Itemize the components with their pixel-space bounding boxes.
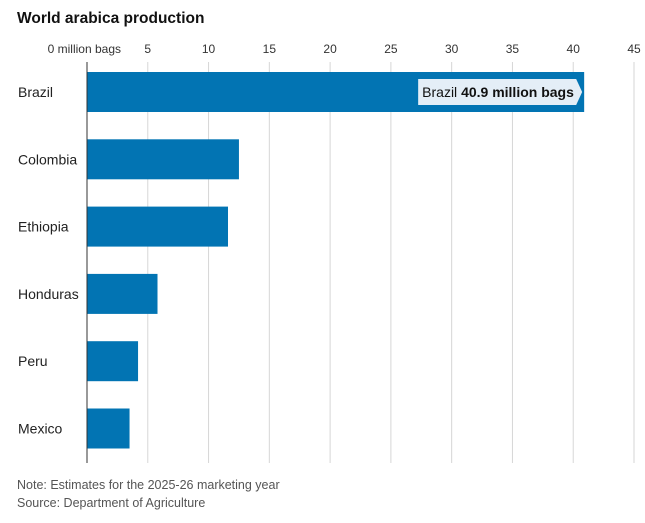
x-tick-label: 35	[506, 42, 520, 56]
x-tick-label: 45	[627, 42, 641, 56]
x-tick-label: 25	[384, 42, 398, 56]
annotation-box	[418, 79, 583, 105]
category-label: Brazil	[18, 84, 53, 100]
category-label: Ethiopia	[18, 219, 69, 235]
bar-peru	[87, 341, 139, 382]
grid-lines	[147, 62, 635, 463]
footnote: Note: Estimates for the 2025-26 marketin…	[17, 478, 280, 492]
bar-colombia	[87, 139, 239, 180]
bar-mexico	[87, 408, 130, 449]
x-axis-ticks: 0 million bags 5 10 15 20 25 30 35 40 45	[48, 42, 641, 56]
annotation-prefix: Brazil	[422, 84, 461, 100]
bar-chart: 0 million bags 5 10 15 20 25 30 35 40 45 Brazil Co…	[18, 42, 641, 463]
value-annotation: Brazil 40.9 million bags	[418, 79, 583, 105]
x-tick-label: 15	[263, 42, 277, 56]
annotation-label: Brazil 40.9 million bags	[422, 84, 574, 100]
category-label: Colombia	[18, 151, 77, 167]
category-labels: Brazil Colombia Ethiopia Honduras Peru Mexico	[18, 84, 79, 437]
chart-title: World arabica production	[17, 10, 205, 27]
annotation-value: 40.9 million bags	[461, 84, 574, 100]
source-note: Source: Department of Agriculture	[17, 496, 206, 510]
x-tick-label: 40	[567, 42, 581, 56]
category-label: Honduras	[18, 286, 79, 302]
category-label: Peru	[18, 353, 48, 369]
x-tick-label: 0 million bags	[48, 42, 121, 56]
x-tick-label: 20	[323, 42, 337, 56]
x-tick-label: 30	[445, 42, 459, 56]
category-label: Mexico	[18, 421, 63, 437]
x-tick-label: 5	[144, 42, 151, 56]
x-tick-label: 10	[202, 42, 216, 56]
bars	[87, 72, 585, 449]
bar-honduras	[87, 273, 158, 314]
bar-ethiopia	[87, 206, 229, 247]
